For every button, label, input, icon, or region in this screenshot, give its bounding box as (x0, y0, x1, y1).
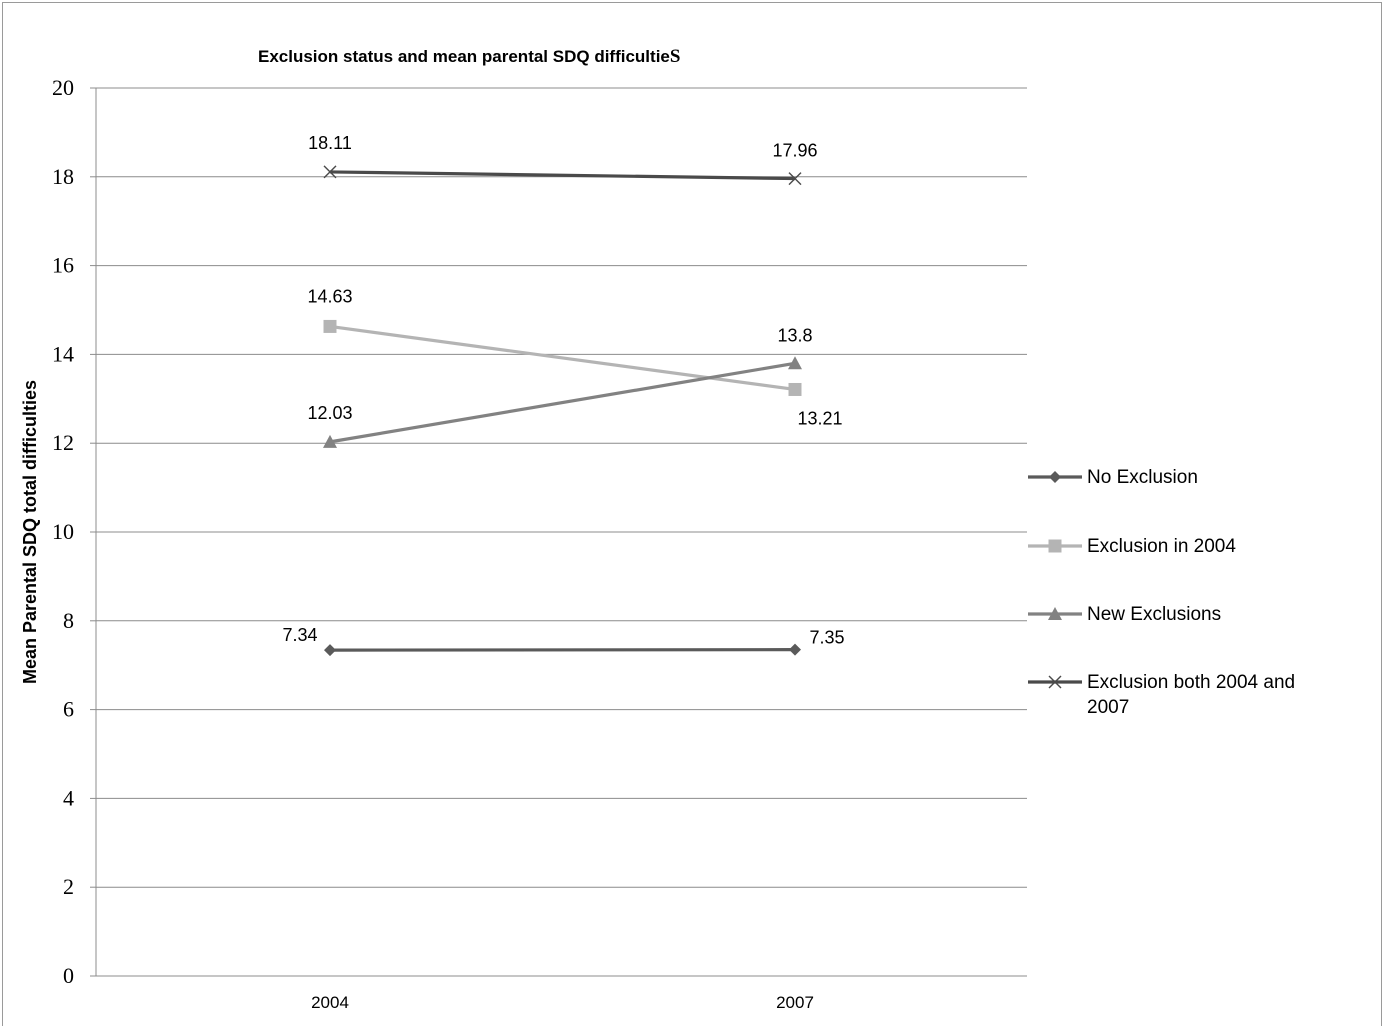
data-label: 7.34 (282, 625, 317, 645)
series-lines (323, 165, 802, 657)
data-point (323, 319, 337, 333)
series-line-2 (329, 361, 796, 444)
data-labels: 7.34 7.35 14.63 13.21 12.03 13.8 18.11 17.96 (282, 133, 844, 648)
data-point (788, 172, 802, 186)
data-point (788, 356, 802, 370)
legend-marker (1048, 675, 1062, 689)
y-tick-label: 10 (52, 519, 74, 544)
series-line-1 (329, 324, 796, 392)
data-label: 7.35 (809, 628, 844, 648)
data-label: 13.8 (777, 325, 812, 345)
legend-label: Exclusion in 2004 (1087, 536, 1236, 557)
marker-stroke (1048, 675, 1062, 689)
legend-label: 2007 (1087, 697, 1129, 718)
legend-item: Exclusion both 2004 and 2007 (1028, 672, 1295, 718)
marker-stroke (323, 165, 337, 179)
marker-stroke (788, 172, 802, 186)
data-point (323, 434, 337, 448)
legend-label: New Exclusions (1087, 604, 1221, 625)
y-tick-label: 2 (63, 874, 74, 899)
y-axis-label: Mean Parental SDQ total difficulties (20, 380, 40, 684)
data-point (323, 165, 337, 179)
legend-item: Exclusion in 2004 (1028, 536, 1236, 557)
data-point (789, 643, 801, 656)
gridlines (96, 87, 1027, 888)
y-tick-label: 14 (52, 341, 74, 366)
y-tick-label: 4 (63, 785, 74, 810)
x-tick-label: 2007 (776, 993, 814, 1012)
legend-label: Exclusion both 2004 and (1087, 672, 1295, 693)
data-label: 13.21 (797, 408, 842, 428)
x-tick-label: 2004 (311, 993, 349, 1012)
legend-marker (1048, 607, 1062, 620)
y-tick-label: 20 (52, 75, 74, 100)
y-tick-label: 6 (63, 697, 74, 722)
legend-marker (1048, 539, 1062, 553)
data-label: 12.03 (307, 403, 352, 423)
chart-title: Exclusion status and mean parental SDQ d… (258, 46, 680, 67)
series-line-3 (329, 170, 796, 181)
legend-item: New Exclusions (1028, 604, 1221, 625)
legend-item: No Exclusion (1028, 467, 1198, 488)
data-label: 17.96 (772, 141, 817, 161)
data-label: 14.63 (307, 286, 352, 306)
legend-marker (1049, 471, 1061, 483)
y-tick-label: 18 (52, 164, 74, 189)
data-label: 18.11 (308, 133, 352, 153)
legend: No Exclusion Exclusion in 2004 New Exclusi… (1028, 467, 1295, 718)
y-tick-label: 16 (52, 253, 74, 278)
legend-label: No Exclusion (1087, 467, 1198, 488)
data-point (788, 382, 802, 396)
y-tick-label: 0 (63, 963, 74, 988)
y-tick-label: 12 (52, 430, 74, 455)
data-point (324, 644, 336, 657)
axes: 0 2 4 6 8 10 12 14 16 18 20 2004 2007 (52, 75, 1027, 1012)
y-tick-label: 8 (63, 608, 74, 633)
